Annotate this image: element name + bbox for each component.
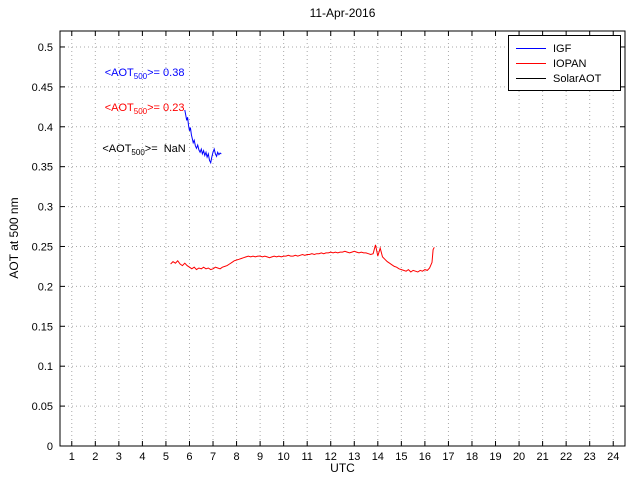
mean-annotation-igf: <AOT500>= 0.38: [105, 65, 185, 85]
annotation-text: <AOT: [104, 101, 134, 114]
annotation-text: >= 0.38: [147, 66, 185, 79]
x-tick-label: 20: [513, 451, 525, 463]
legend-item-igf: IGF: [516, 41, 620, 56]
y-tick-label: 0.35: [32, 162, 53, 174]
y-tick-label: 0.4: [38, 122, 53, 134]
legend-label: IGF: [553, 42, 572, 55]
mean-annotation-solaraot: <AOT500>= NaN: [102, 141, 185, 161]
x-tick-label: 17: [442, 451, 454, 463]
x-tick-label: 23: [584, 451, 596, 463]
x-tick-label: 21: [536, 451, 548, 463]
x-tick-label: 2: [92, 451, 98, 463]
legend-line-sample: [516, 48, 546, 49]
x-tick-label: 16: [419, 451, 431, 463]
legend-label: SolarAOT: [553, 72, 602, 85]
x-tick-label: 18: [466, 451, 478, 463]
y-tick-label: 0.25: [32, 241, 53, 253]
x-tick-label: 9: [257, 451, 263, 463]
y-axis-label: AOT at 500 nm: [7, 197, 21, 279]
x-tick-label: 8: [234, 451, 240, 463]
legend-line-sample: [516, 63, 546, 64]
x-tick-label: 14: [372, 451, 384, 463]
x-tick-label: 24: [607, 451, 619, 463]
annotation-text: >= 0.23: [147, 101, 185, 114]
y-tick-label: 0.05: [32, 401, 53, 413]
x-tick-label: 19: [489, 451, 501, 463]
y-tick-label: 0.3: [38, 202, 53, 214]
annotation-text: <AOT: [102, 143, 132, 156]
x-tick-label: 1: [69, 451, 75, 463]
x-tick-label: 13: [348, 451, 360, 463]
x-tick-label: 15: [395, 451, 407, 463]
legend-item-iopan: IOPAN: [516, 56, 620, 71]
legend-item-solaraot: SolarAOT: [516, 71, 620, 86]
annotation-text: >= NaN: [144, 143, 186, 156]
y-tick-label: 0.15: [32, 321, 53, 333]
legend: IGF IOPAN SolarAOT: [508, 35, 621, 91]
annotation-text: <AOT: [104, 66, 134, 79]
x-tick-label: 10: [278, 451, 290, 463]
annotation-text: 500: [133, 71, 148, 81]
chart-title: 11-Apr-2016: [309, 6, 376, 20]
x-tick-label: 11: [301, 451, 312, 463]
y-tick-label: 0: [47, 441, 53, 453]
legend-line-sample: [516, 78, 546, 79]
series-line-igf: [184, 109, 222, 165]
mean-annotation-iopan: <AOT500>= 0.23: [105, 100, 185, 120]
legend-label: IOPAN: [553, 57, 587, 70]
y-tick-label: 0.5: [38, 42, 53, 54]
x-tick-label: 5: [163, 451, 169, 463]
x-tick-label: 22: [560, 451, 572, 463]
y-tick-label: 0.45: [32, 82, 53, 94]
y-tick-label: 0.1: [38, 361, 53, 373]
annotation-text: 500: [133, 106, 148, 116]
annotation-text: 500: [131, 148, 145, 158]
plot-border: [59, 30, 626, 447]
x-tick-label: 3: [116, 451, 122, 463]
x-tick-label: 4: [139, 451, 145, 463]
x-tick-label: 12: [325, 451, 337, 463]
x-axis-label: UTC: [330, 461, 355, 475]
x-tick-label: 6: [186, 451, 192, 463]
y-tick-label: 0.2: [38, 281, 53, 293]
x-tick-label: 7: [210, 451, 216, 463]
series-line-iopan: [170, 244, 435, 273]
